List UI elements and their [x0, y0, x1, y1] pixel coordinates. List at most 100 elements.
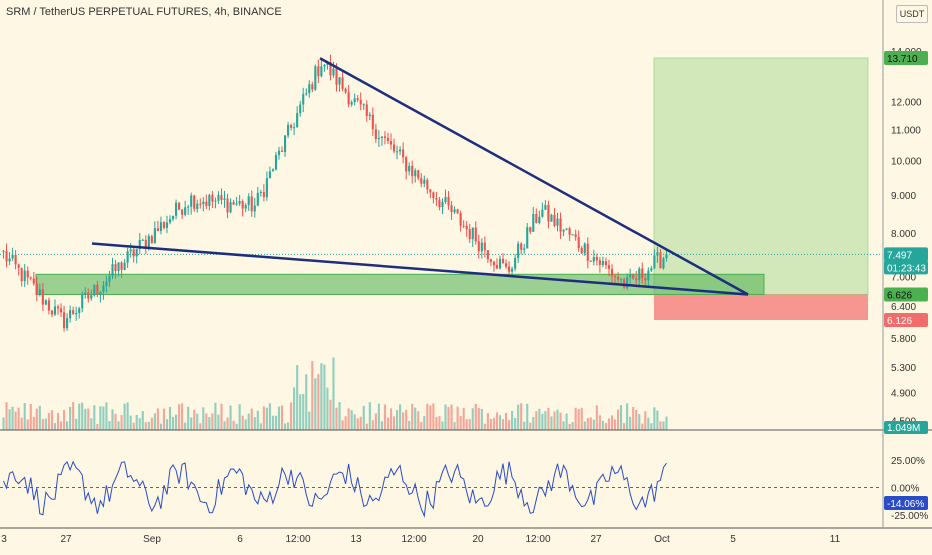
- volume-bar: [47, 413, 50, 430]
- volume-bar: [459, 415, 462, 430]
- volume-bar: [2, 417, 5, 430]
- candle-body: [317, 66, 320, 77]
- candle-body: [402, 149, 405, 158]
- volume-bar: [56, 413, 60, 430]
- candle-body: [62, 312, 66, 329]
- volume-bar: [220, 403, 223, 430]
- price-axis-label: 12.000: [891, 97, 922, 108]
- volume-bar: [553, 411, 556, 430]
- oscillator-axis-label: -25.00%: [891, 511, 928, 522]
- candle-body: [441, 201, 444, 208]
- candle-body: [147, 236, 150, 249]
- volume-bar: [111, 409, 114, 430]
- volume-bar: [344, 416, 347, 430]
- candle-body: [616, 276, 620, 280]
- price-axis-label: 4.900: [891, 389, 916, 400]
- candle-body: [559, 218, 562, 232]
- volume-bar: [520, 403, 523, 430]
- volume-bar: [423, 415, 426, 430]
- volume-bar: [120, 415, 123, 430]
- volume-bar: [523, 421, 526, 430]
- volume-bar: [223, 421, 226, 430]
- volume-bar: [187, 406, 190, 430]
- volume-bar: [399, 404, 402, 430]
- candle-body: [613, 276, 617, 278]
- candle-body: [341, 77, 344, 89]
- volume-bar: [26, 419, 29, 430]
- volume-bar: [501, 419, 505, 430]
- volume-bar: [644, 411, 647, 430]
- volume-bar: [350, 410, 353, 430]
- candle-body: [171, 215, 175, 220]
- candle-body: [371, 114, 374, 130]
- candle-body: [504, 263, 508, 267]
- volume-bar: [41, 419, 44, 430]
- candle-body: [489, 259, 492, 262]
- volume-bar: [547, 407, 550, 430]
- candle-body: [414, 170, 417, 177]
- candle-body: [347, 92, 350, 105]
- candle-body: [447, 196, 450, 206]
- volume-bar: [477, 407, 480, 430]
- volume-bar: [199, 423, 202, 430]
- target-zone: [653, 57, 869, 295]
- candle-body: [665, 254, 668, 259]
- candle-body: [283, 135, 287, 152]
- candle-body: [323, 64, 326, 67]
- candle-body: [583, 243, 586, 254]
- candle-body: [529, 227, 532, 232]
- volume-bar: [147, 421, 150, 430]
- candle-body: [456, 209, 459, 214]
- oscillator-axis-label: 0.00%: [891, 484, 919, 495]
- volume-bar: [550, 416, 553, 430]
- volume-bar: [153, 413, 156, 430]
- volume-bar: [635, 409, 638, 430]
- volume-bar: [280, 405, 284, 430]
- candle-body: [486, 250, 489, 260]
- candle-body: [11, 254, 14, 259]
- candle-body: [420, 178, 423, 184]
- volume-bar: [538, 408, 541, 430]
- currency-button[interactable]: USDT: [896, 5, 928, 23]
- volume-bar: [253, 417, 256, 430]
- volume-bar: [262, 406, 265, 430]
- candle-body: [338, 77, 341, 85]
- candle-body: [601, 261, 604, 265]
- volume-bar: [356, 418, 359, 430]
- volume-bar: [508, 420, 511, 430]
- candle-body: [235, 203, 238, 205]
- candle-body: [8, 258, 11, 262]
- candle-body: [423, 179, 426, 184]
- volume-bar: [250, 408, 253, 430]
- candle-body: [20, 267, 23, 282]
- candle-body: [320, 66, 323, 77]
- volume-bar: [441, 421, 444, 430]
- price-axis-label: 5.800: [891, 334, 916, 345]
- volume-bar: [265, 407, 268, 430]
- volume-bar: [332, 357, 335, 430]
- candle-body: [547, 204, 550, 222]
- candle-body: [562, 229, 565, 232]
- candle-body: [78, 308, 81, 314]
- volume-bar: [296, 365, 299, 430]
- volume-bar: [205, 413, 208, 430]
- volume-bar: [202, 407, 205, 430]
- candle-body: [93, 284, 96, 296]
- candle-body: [544, 204, 547, 210]
- candle-body: [383, 136, 387, 138]
- volume-bar: [604, 422, 608, 430]
- volume-bar: [184, 422, 187, 430]
- volume-bar: [623, 423, 626, 430]
- volume-bar: [84, 408, 87, 430]
- time-axis-label: 3: [1, 534, 7, 545]
- candle-body: [87, 292, 90, 299]
- candle-body: [577, 237, 580, 248]
- candle-body: [5, 251, 8, 262]
- candle-body: [66, 318, 69, 329]
- volume-bar: [190, 417, 193, 430]
- volume-bar: [171, 417, 175, 430]
- volume-bar: [208, 417, 211, 430]
- volume-bar: [632, 406, 635, 430]
